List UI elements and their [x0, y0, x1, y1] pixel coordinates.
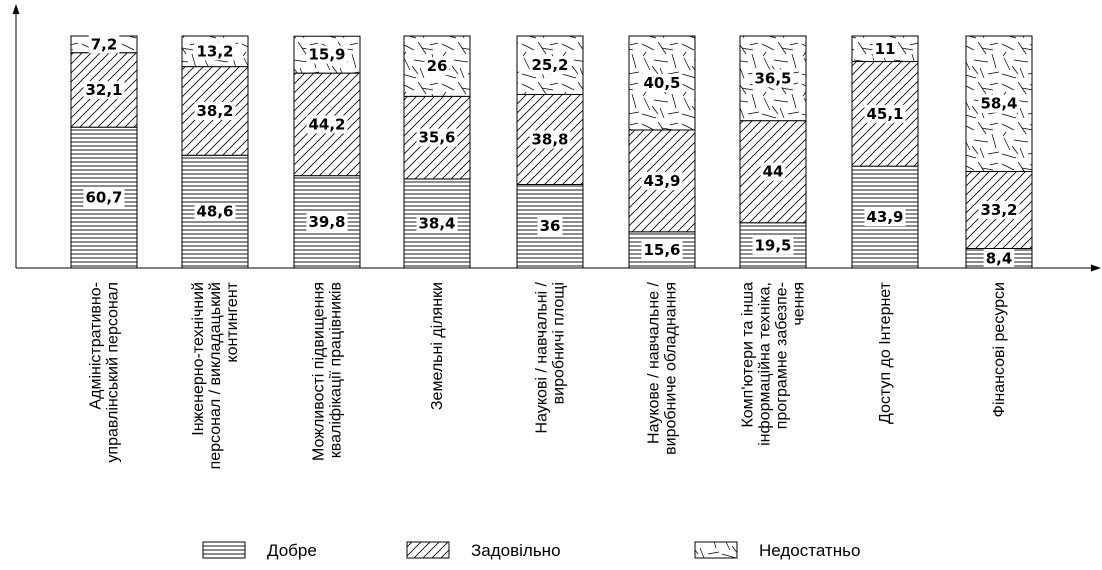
legend-label-3: Недостатньо [759, 541, 860, 560]
data-label: 13,2 [196, 42, 233, 60]
category-label-line: виробниче обладнання [663, 282, 680, 455]
data-label-background [760, 162, 786, 181]
data-label-background [537, 217, 563, 236]
category-label-6: Наукове / навчальне / виробниче обладнанн… [646, 281, 680, 454]
data-label-background [306, 212, 348, 231]
category-label-line: Наукові / навчальні / [534, 281, 551, 433]
legend-label-2: Задовільно [471, 541, 561, 560]
data-label: 38,8 [531, 130, 568, 148]
data-label: 26 [427, 57, 448, 75]
category-label-line: виробничі площі [551, 282, 568, 404]
category-label-line: Адміністративно- [88, 282, 105, 410]
data-label-background [529, 130, 571, 149]
data-label: 39,8 [308, 213, 345, 231]
data-label: 25,2 [531, 56, 568, 74]
category-label-2: Інженерно-технічний персонал / викладацьк… [190, 281, 241, 469]
data-label: 58,4 [980, 95, 1017, 113]
value-labels-layer: 60,7 32,1 7,2 48,6 38,2 13,2 39,8 44,2 15,9 38,4 3… [83, 35, 1020, 268]
data-label-background [424, 57, 450, 76]
data-label: 60,7 [85, 189, 122, 207]
category-label-7: Комп'ютери та інша інформаційна техніка, п… [740, 282, 808, 446]
data-label-background [983, 249, 1015, 268]
data-label-background [306, 115, 348, 134]
data-label: 44 [763, 163, 784, 181]
data-label-background [416, 214, 458, 233]
category-label-line: Земельні ділянки [429, 282, 446, 410]
data-label-background [83, 188, 125, 207]
legend-swatch-3 [694, 541, 738, 559]
category-label-line: контингент [224, 281, 241, 362]
category-label-line: Комп'ютери та інша [740, 282, 757, 428]
category-label-3: Можливості підвищення кваліфікації праців… [311, 282, 345, 461]
category-label-line: Можливості підвищення [311, 282, 328, 461]
data-label: 38,2 [196, 102, 233, 120]
data-label: 33,2 [980, 201, 1017, 219]
data-label: 43,9 [643, 172, 680, 190]
category-label-9: Фінансові ресурси [991, 282, 1008, 417]
category-label-line: управлінський персонал [105, 282, 122, 463]
category-label-line: Наукове / навчальне / [646, 281, 663, 444]
data-label: 40,5 [643, 74, 680, 92]
category-labels-layer: Адміністративно-управлінський персонал Ін… [88, 281, 1009, 469]
data-label-background [83, 80, 125, 99]
data-label: 38,4 [418, 214, 455, 232]
data-label-background [88, 35, 120, 54]
data-label-background [864, 104, 906, 123]
legend-swatch-2 [406, 541, 450, 559]
data-label: 19,5 [754, 236, 791, 254]
data-label-background [194, 101, 236, 120]
category-label-line: Фінансові ресурси [991, 282, 1008, 417]
legend-swatch-1 [202, 541, 246, 559]
data-label: 45,1 [866, 105, 903, 123]
data-label: 15,9 [308, 46, 345, 64]
data-label: 48,6 [196, 203, 233, 221]
data-label-background [194, 42, 236, 61]
category-label-line: кваліфікації працівників [328, 282, 345, 458]
category-label-line: чення [791, 282, 808, 326]
data-label: 36 [540, 217, 561, 235]
data-label-background [752, 69, 794, 88]
data-label-background [416, 128, 458, 147]
category-label-line: персонал / викладацький [207, 282, 224, 469]
data-label: 11 [875, 40, 896, 58]
category-label-1: Адміністративно-управлінський персонал [88, 282, 122, 463]
data-label: 44,2 [308, 115, 345, 133]
data-label-background [752, 236, 794, 255]
data-label: 36,5 [754, 69, 791, 87]
category-label-line: Доступ до Інтернет [877, 281, 894, 424]
category-label-5: Наукові / навчальні / виробничі площі [534, 281, 568, 433]
legend-label-1: Добре [267, 541, 317, 560]
data-label-background [641, 240, 683, 259]
data-label-background [864, 208, 906, 227]
data-label-background [306, 45, 348, 64]
category-label-line: програмне забезпе- [774, 282, 791, 429]
data-label-background [872, 39, 898, 58]
y-axis-arrow-icon [12, 4, 20, 14]
data-label-background [641, 73, 683, 92]
legend: Добре Задовільно Недостатньо [202, 541, 860, 560]
data-label: 15,6 [643, 241, 680, 259]
x-axis-arrow-icon [1091, 264, 1101, 272]
data-label-background [978, 201, 1020, 219]
data-label: 32,1 [85, 81, 122, 99]
data-label: 8,4 [986, 249, 1013, 267]
data-label: 7,2 [91, 35, 118, 53]
data-label-background [978, 94, 1020, 113]
data-label-background [529, 56, 571, 75]
data-label: 35,6 [418, 129, 455, 147]
data-label-background [194, 202, 236, 221]
category-label-4: Земельні ділянки [429, 282, 446, 410]
category-label-line: інформаційна техніка, [757, 282, 774, 446]
category-label-8: Доступ до Інтернет [877, 281, 894, 424]
category-label-line: Інженерно-технічний [190, 282, 207, 436]
data-label-background [641, 171, 683, 190]
data-label: 43,9 [866, 208, 903, 226]
